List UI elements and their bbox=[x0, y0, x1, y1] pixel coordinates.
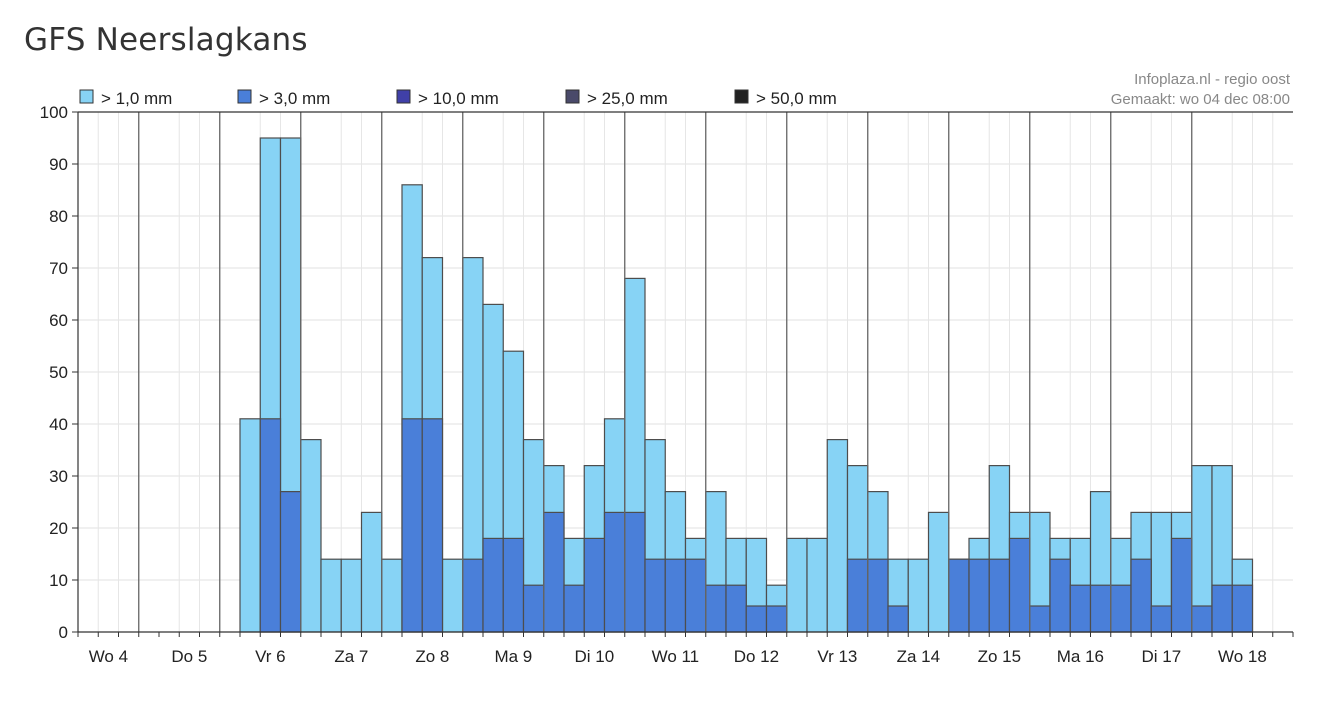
bar-gt-3mm bbox=[603, 511, 626, 633]
y-tick-label: 90 bbox=[49, 155, 68, 174]
legend-label: > 10,0 mm bbox=[418, 89, 499, 108]
bar-gt-3mm bbox=[1130, 558, 1152, 633]
bar-gt-3mm bbox=[279, 491, 302, 633]
bar-gt-3mm bbox=[1211, 584, 1233, 633]
bar-gt-1mm bbox=[360, 511, 383, 633]
y-tick-label: 100 bbox=[40, 103, 68, 122]
y-tick-label: 70 bbox=[49, 259, 68, 278]
legend-label: > 1,0 mm bbox=[101, 89, 172, 108]
page-title: GFS Neerslagkans bbox=[24, 22, 308, 58]
x-day-label: Vr 13 bbox=[817, 647, 857, 666]
bar-gt-1mm bbox=[239, 418, 261, 633]
y-tick-label: 80 bbox=[49, 207, 68, 226]
y-tick-label: 30 bbox=[49, 467, 68, 486]
x-day-label: Wo 11 bbox=[652, 647, 700, 666]
x-day-label: Vr 6 bbox=[255, 647, 286, 666]
y-tick-label: 40 bbox=[49, 415, 68, 434]
bar-gt-3mm bbox=[259, 418, 282, 633]
x-day-label: Ma 9 bbox=[494, 647, 532, 666]
bar-gt-3mm bbox=[745, 605, 768, 633]
bar-gt-3mm bbox=[563, 584, 585, 633]
legend-label: > 25,0 mm bbox=[587, 89, 668, 108]
bar-gt-3mm bbox=[765, 605, 788, 633]
bar-gt-3mm bbox=[1029, 605, 1051, 633]
bar-gt-3mm bbox=[1089, 584, 1112, 633]
bar-gt-1mm bbox=[320, 558, 342, 633]
bar-gt-3mm bbox=[1191, 605, 1213, 633]
bar-gt-3mm bbox=[725, 584, 747, 633]
bar-gt-1mm bbox=[806, 537, 828, 633]
y-tick-label: 0 bbox=[59, 623, 68, 642]
bar-gt-3mm bbox=[1150, 605, 1173, 633]
bar-gt-3mm bbox=[684, 558, 707, 633]
legend-swatch bbox=[79, 89, 94, 104]
bar-gt-3mm bbox=[462, 558, 484, 633]
x-day-label: Di 17 bbox=[1142, 647, 1182, 666]
bar-gt-1mm bbox=[927, 511, 950, 633]
bar-gt-3mm bbox=[502, 537, 525, 633]
y-tick-label: 60 bbox=[49, 311, 68, 330]
bar-gt-3mm bbox=[664, 558, 687, 633]
source-label: Infoplaza.nl - regio oost bbox=[1134, 71, 1291, 88]
legend-swatch bbox=[734, 89, 749, 104]
legend-label: > 3,0 mm bbox=[259, 89, 330, 108]
bar-gt-3mm bbox=[1231, 584, 1254, 633]
bar-gt-3mm bbox=[948, 558, 970, 633]
bar-gt-1mm bbox=[381, 558, 403, 633]
x-day-label: Zo 15 bbox=[978, 647, 1021, 666]
bar-gt-3mm bbox=[846, 558, 869, 633]
bar-gt-3mm bbox=[1049, 558, 1071, 633]
bar-gt-3mm bbox=[1170, 537, 1193, 633]
bar-gt-1mm bbox=[441, 558, 464, 633]
x-day-label: Di 10 bbox=[575, 647, 615, 666]
bar-gt-3mm bbox=[522, 584, 545, 633]
bar-gt-3mm bbox=[624, 511, 646, 633]
x-day-label: Do 5 bbox=[171, 647, 207, 666]
bar-gt-1mm bbox=[300, 439, 322, 633]
y-tick-label: 10 bbox=[49, 571, 68, 590]
bar-gt-3mm bbox=[644, 558, 666, 633]
bar-gt-3mm bbox=[887, 605, 909, 633]
x-day-label: Ma 16 bbox=[1057, 647, 1104, 666]
x-day-label: Zo 8 bbox=[415, 647, 449, 666]
legend-swatch bbox=[396, 89, 411, 104]
bar-gt-3mm bbox=[968, 558, 990, 633]
bar-gt-3mm bbox=[421, 418, 444, 633]
bar-gt-3mm bbox=[867, 558, 889, 633]
bar-gt-3mm bbox=[988, 558, 1011, 633]
legend-swatch bbox=[565, 89, 580, 104]
bar-gt-3mm bbox=[705, 584, 727, 633]
bar-gt-3mm bbox=[482, 537, 504, 633]
bar-gt-3mm bbox=[1110, 584, 1132, 633]
bar-gt-1mm bbox=[786, 537, 808, 633]
legend-swatch bbox=[237, 89, 252, 104]
bar-gt-3mm bbox=[583, 537, 606, 633]
bar-gt-1mm bbox=[826, 439, 849, 633]
bar-gt-1mm bbox=[907, 558, 930, 633]
bar-gt-3mm bbox=[401, 418, 423, 633]
x-day-label: Wo 18 bbox=[1218, 647, 1267, 666]
x-day-label: Za 7 bbox=[334, 647, 368, 666]
bar-gt-3mm bbox=[1008, 537, 1031, 633]
x-day-label: Za 14 bbox=[897, 647, 940, 666]
legend-label: > 50,0 mm bbox=[756, 89, 837, 108]
x-day-label: Do 12 bbox=[734, 647, 779, 666]
created-timestamp: Gemaakt: wo 04 dec 08:00 bbox=[1111, 91, 1290, 108]
y-tick-label: 20 bbox=[49, 519, 68, 538]
x-day-label: Wo 4 bbox=[89, 647, 128, 666]
bar-gt-1mm bbox=[340, 558, 363, 633]
bar-gt-3mm bbox=[543, 511, 565, 633]
y-tick-label: 50 bbox=[49, 363, 68, 382]
bar-gt-3mm bbox=[1069, 584, 1092, 633]
